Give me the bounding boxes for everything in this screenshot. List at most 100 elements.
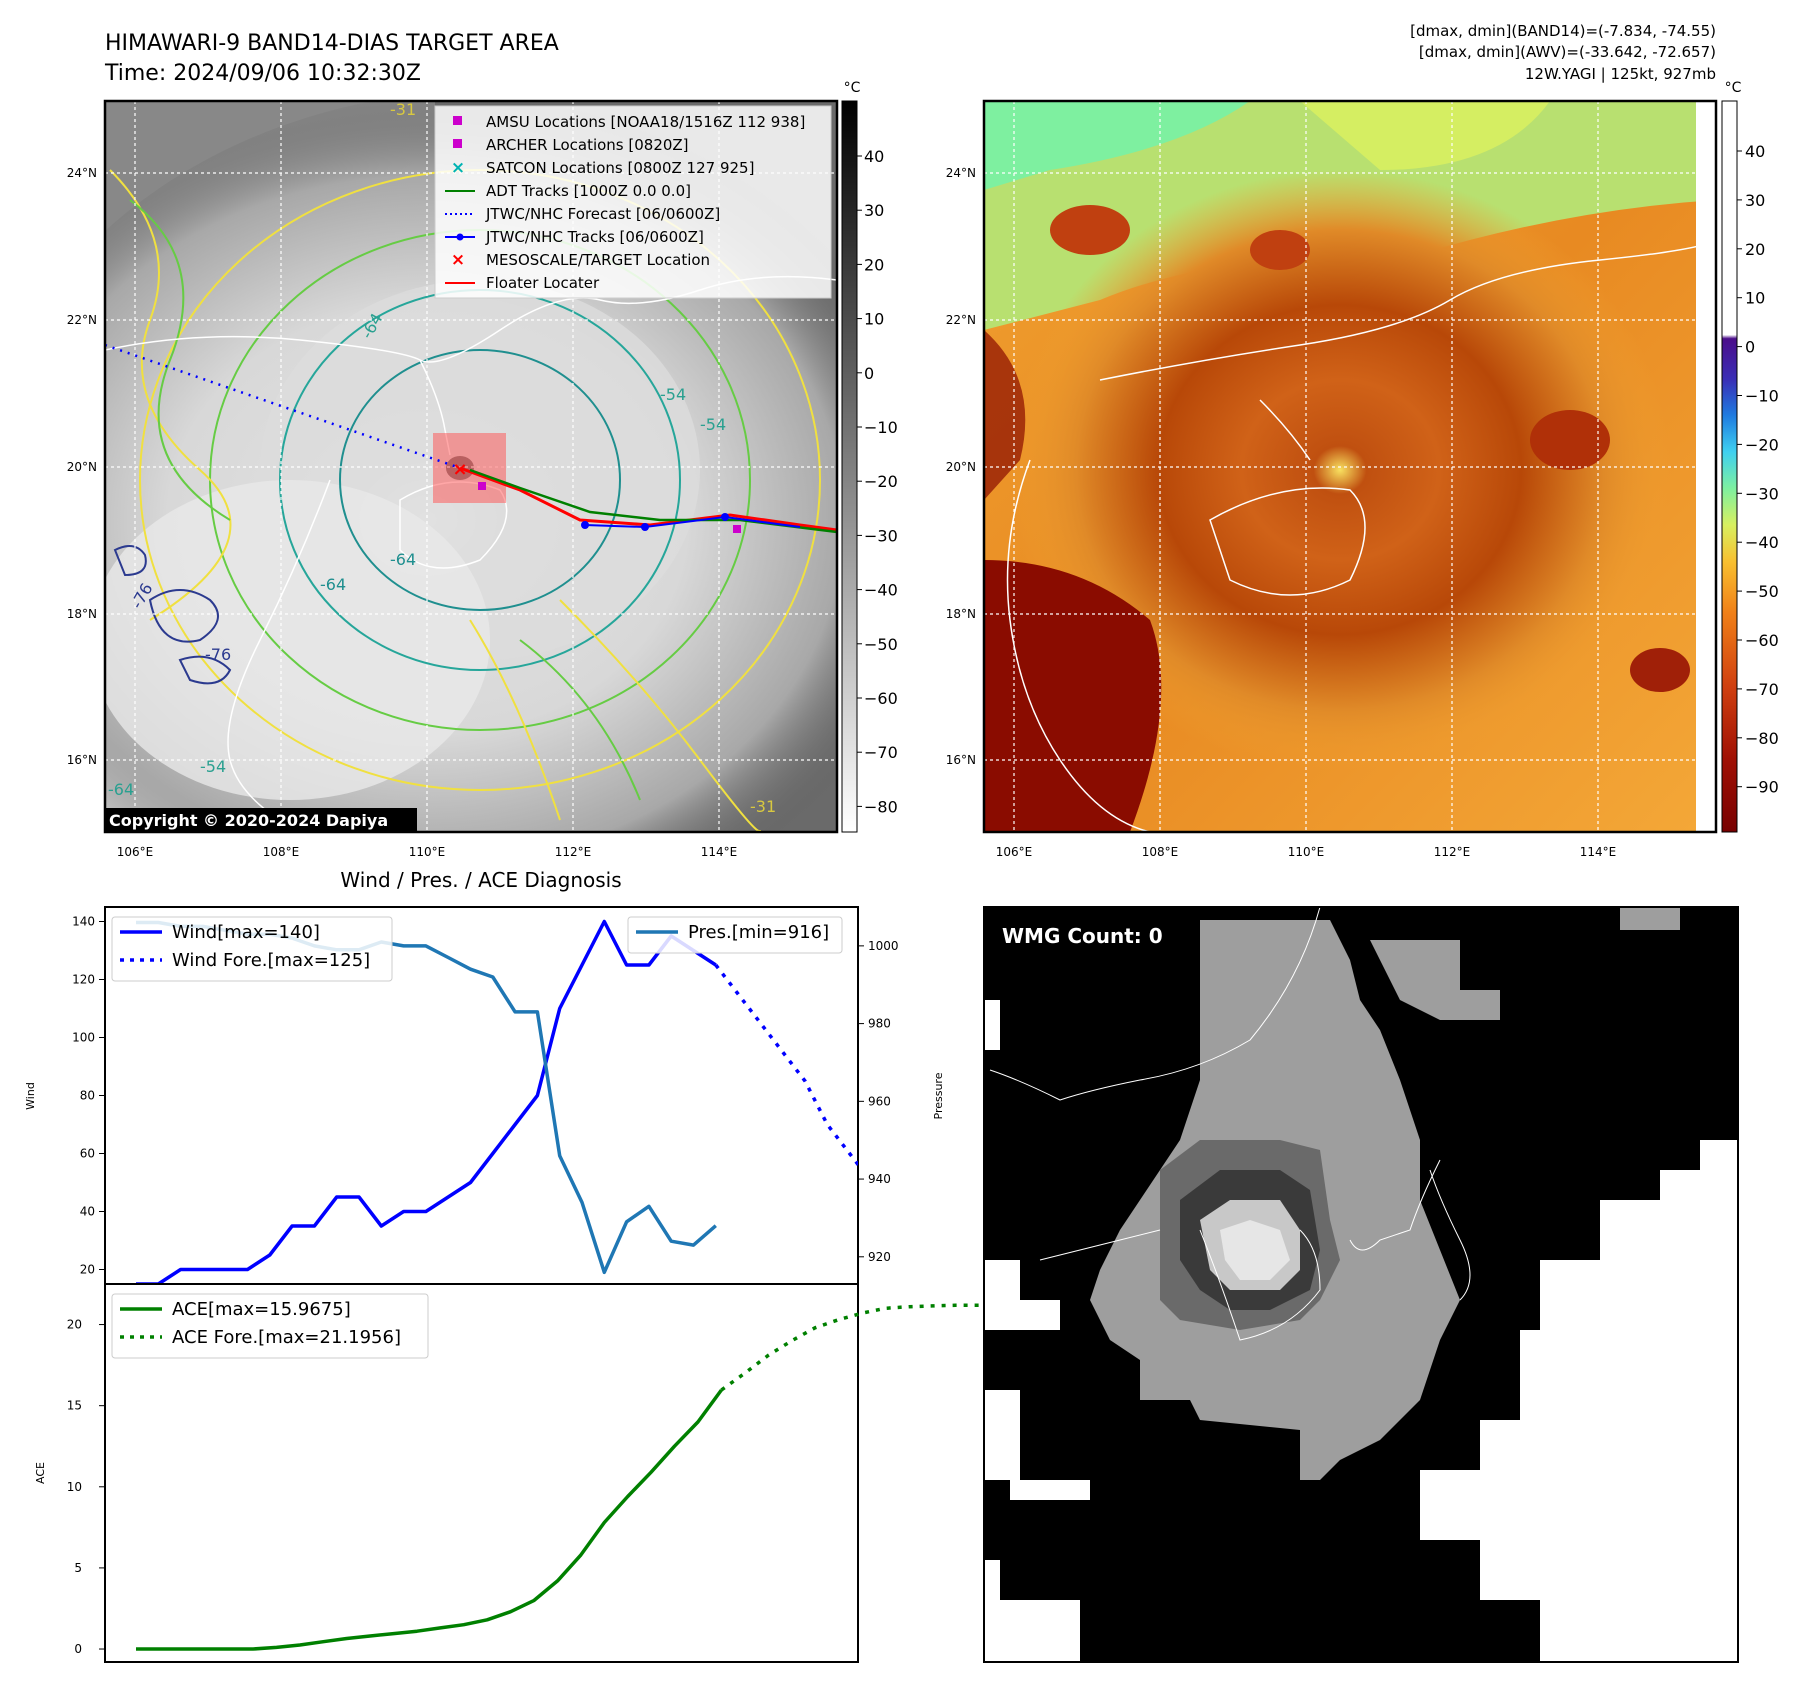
ace-chart-series-0 bbox=[136, 1388, 723, 1651]
contour-label: -54 bbox=[700, 415, 726, 434]
wind-pressure-chart: 20 40 60 80 100 120 140 920 940 960 980 1000 Wind … bbox=[24, 906, 945, 1286]
ir-colorbar-tick-label: −50 bbox=[864, 635, 898, 654]
pressure-ytick-label: 980 bbox=[868, 1017, 891, 1031]
map1-lon-label: 112°E bbox=[555, 845, 592, 859]
map2-lat-label: 16°N bbox=[946, 753, 976, 767]
awv-colorbar-tick-label: −40 bbox=[1745, 533, 1779, 552]
contour-label: -54 bbox=[660, 385, 686, 404]
ir-colorbar-tick-label: −40 bbox=[864, 581, 898, 600]
chart-legend-label: Pres.[min=916] bbox=[688, 922, 829, 943]
legend-marker bbox=[453, 139, 462, 148]
ace-chart: 0 5 10 15 20 ACE ACE[max=15.9675] ACE Fore.[m… bbox=[34, 1283, 979, 1663]
wind-axis-label: Wind bbox=[24, 1082, 37, 1110]
copyright-box bbox=[105, 808, 417, 832]
pressure-ytick-label: 920 bbox=[868, 1250, 891, 1264]
awv-colorbar-tick-label: −30 bbox=[1745, 484, 1779, 503]
awv-colorbar-tick-label: −10 bbox=[1745, 387, 1779, 406]
map1-lat-label: 22°N bbox=[67, 313, 97, 327]
awv-colorbar bbox=[1721, 100, 1738, 833]
ir-colorbar-tick-label: 20 bbox=[864, 255, 884, 274]
ace-ytick-label: 10 bbox=[67, 1480, 82, 1494]
legend-marker bbox=[456, 233, 464, 241]
awv-colorbar-tick-label: −50 bbox=[1745, 582, 1779, 601]
pressure-ytick-label: 960 bbox=[868, 1094, 891, 1108]
map2-lat-label: 24°N bbox=[946, 166, 976, 180]
target-area-box bbox=[433, 433, 506, 503]
wind-ytick-label: 120 bbox=[72, 973, 95, 987]
awv-colorbar-unit: °C bbox=[1725, 80, 1742, 96]
map2-lat-label: 18°N bbox=[946, 607, 976, 621]
ir-colorbar-tick-label: −30 bbox=[864, 526, 898, 545]
legend-label: Floater Locater bbox=[486, 274, 600, 292]
contour-label: -76 bbox=[205, 645, 231, 664]
wind-ytick-label: 40 bbox=[80, 1205, 95, 1219]
legend-marker: × bbox=[451, 250, 465, 270]
wind-ytick-label: 60 bbox=[80, 1147, 95, 1161]
ir-colorbar-tick-label: −80 bbox=[864, 797, 898, 816]
ace-ytick-label: 5 bbox=[74, 1561, 82, 1575]
legend-label: JTWC/NHC Tracks [06/0600Z] bbox=[485, 228, 704, 246]
map1-lon-label: 110°E bbox=[409, 845, 446, 859]
wind-ytick-label: 20 bbox=[80, 1263, 95, 1277]
copyright-text: Copyright © 2020-2024 Dapiya bbox=[109, 811, 388, 830]
map1-lat-label: 18°N bbox=[67, 607, 97, 621]
contour-label: -31 bbox=[390, 100, 416, 119]
awv-map-panel: °C 40 30 20 10 0 −10 −20 −30 −40 −50 −60 −70 −80 −90 bbox=[982, 80, 1779, 834]
chart-legend-label: Wind[max=140] bbox=[172, 922, 320, 943]
legend-label: JTWC/NHC Forecast [06/0600Z] bbox=[485, 205, 720, 223]
ace-ytick-label: 15 bbox=[67, 1399, 82, 1413]
map2-lat-label: 20°N bbox=[946, 460, 976, 474]
legend-label: ADT Tracks [1000Z 0.0 0.0] bbox=[486, 182, 691, 200]
floater-track bbox=[459, 466, 837, 532]
map1-lon-label: 108°E bbox=[263, 845, 300, 859]
svg-text:×: × bbox=[452, 459, 467, 480]
legend-label: AMSU Locations [NOAA18/1516Z 112 938] bbox=[486, 113, 805, 131]
wind-ytick-label: 140 bbox=[72, 915, 95, 929]
awv-colorbar-tick-label: 10 bbox=[1745, 289, 1765, 308]
legend-label: ARCHER Locations [0820Z] bbox=[486, 136, 689, 154]
wind-ytick-label: 100 bbox=[72, 1031, 95, 1045]
ir-colorbar-tick-label: −60 bbox=[864, 689, 898, 708]
ir-legend: AMSU Locations [NOAA18/1516Z 112 938] ARC… bbox=[434, 105, 832, 299]
ir-colorbar-tick-label: −10 bbox=[864, 418, 898, 437]
chart-legend-box bbox=[111, 916, 393, 982]
ir-colorbar-tick-label: −70 bbox=[864, 743, 898, 762]
map2-lon-label: 114°E bbox=[1580, 845, 1617, 859]
pressure-ytick-label: 1000 bbox=[868, 939, 899, 953]
chart-legend-label: ACE[max=15.9675] bbox=[172, 1299, 351, 1320]
map1-lat-label: 20°N bbox=[67, 460, 97, 474]
contour-label: -64 bbox=[320, 575, 346, 594]
wmg-panel: WMG Count: 0 bbox=[983, 906, 1739, 1663]
ir-colorbar-tick-label: 40 bbox=[864, 147, 884, 166]
pressure-ytick-label: 940 bbox=[868, 1172, 891, 1186]
stats-storm: 12W.YAGI | 125kt, 927mb bbox=[1525, 65, 1716, 83]
legend-marker: × bbox=[451, 158, 465, 178]
awv-colorbar-tick-label: 30 bbox=[1745, 191, 1765, 210]
chart-legend-box bbox=[111, 1293, 429, 1359]
map1-lon-label: 106°E bbox=[117, 845, 154, 859]
chart-legend-label: Wind Fore.[max=125] bbox=[172, 950, 370, 971]
awv-colorbar-tick-label: 40 bbox=[1745, 142, 1765, 161]
awv-colorbar-tick-label: −80 bbox=[1745, 729, 1779, 748]
map2-lon-label: 110°E bbox=[1288, 845, 1325, 859]
stats-band14: [dmax, dmin](BAND14)=(-7.834, -74.55) bbox=[1410, 22, 1716, 40]
contour-label: -31 bbox=[750, 797, 776, 816]
ace-ytick-label: 20 bbox=[67, 1318, 82, 1332]
stats-awv: [dmax, dmin](AWV)=(-33.642, -72.657) bbox=[1419, 43, 1716, 61]
legend-label: MESOSCALE/TARGET Location bbox=[486, 251, 710, 269]
wind-chart-series-0 bbox=[136, 919, 717, 1286]
legend-label: SATCON Locations [0800Z 127 925] bbox=[486, 159, 754, 177]
map1-lat-label: 16°N bbox=[67, 753, 97, 767]
ir-colorbar-tick-label: 10 bbox=[864, 310, 884, 329]
figure-time: Time: 2024/09/06 10:32:30Z bbox=[104, 61, 421, 86]
awv-colorbar-tick-label: 20 bbox=[1745, 240, 1765, 259]
contour-label: -64 bbox=[390, 550, 416, 569]
map2-lat-label: 22°N bbox=[946, 313, 976, 327]
map2-lon-label: 108°E bbox=[1142, 845, 1179, 859]
wind-ytick-label: 80 bbox=[80, 1089, 95, 1103]
jtwc-forecast-track bbox=[105, 343, 461, 470]
contour-label: -54 bbox=[200, 757, 226, 776]
ir-colorbar bbox=[841, 100, 858, 833]
